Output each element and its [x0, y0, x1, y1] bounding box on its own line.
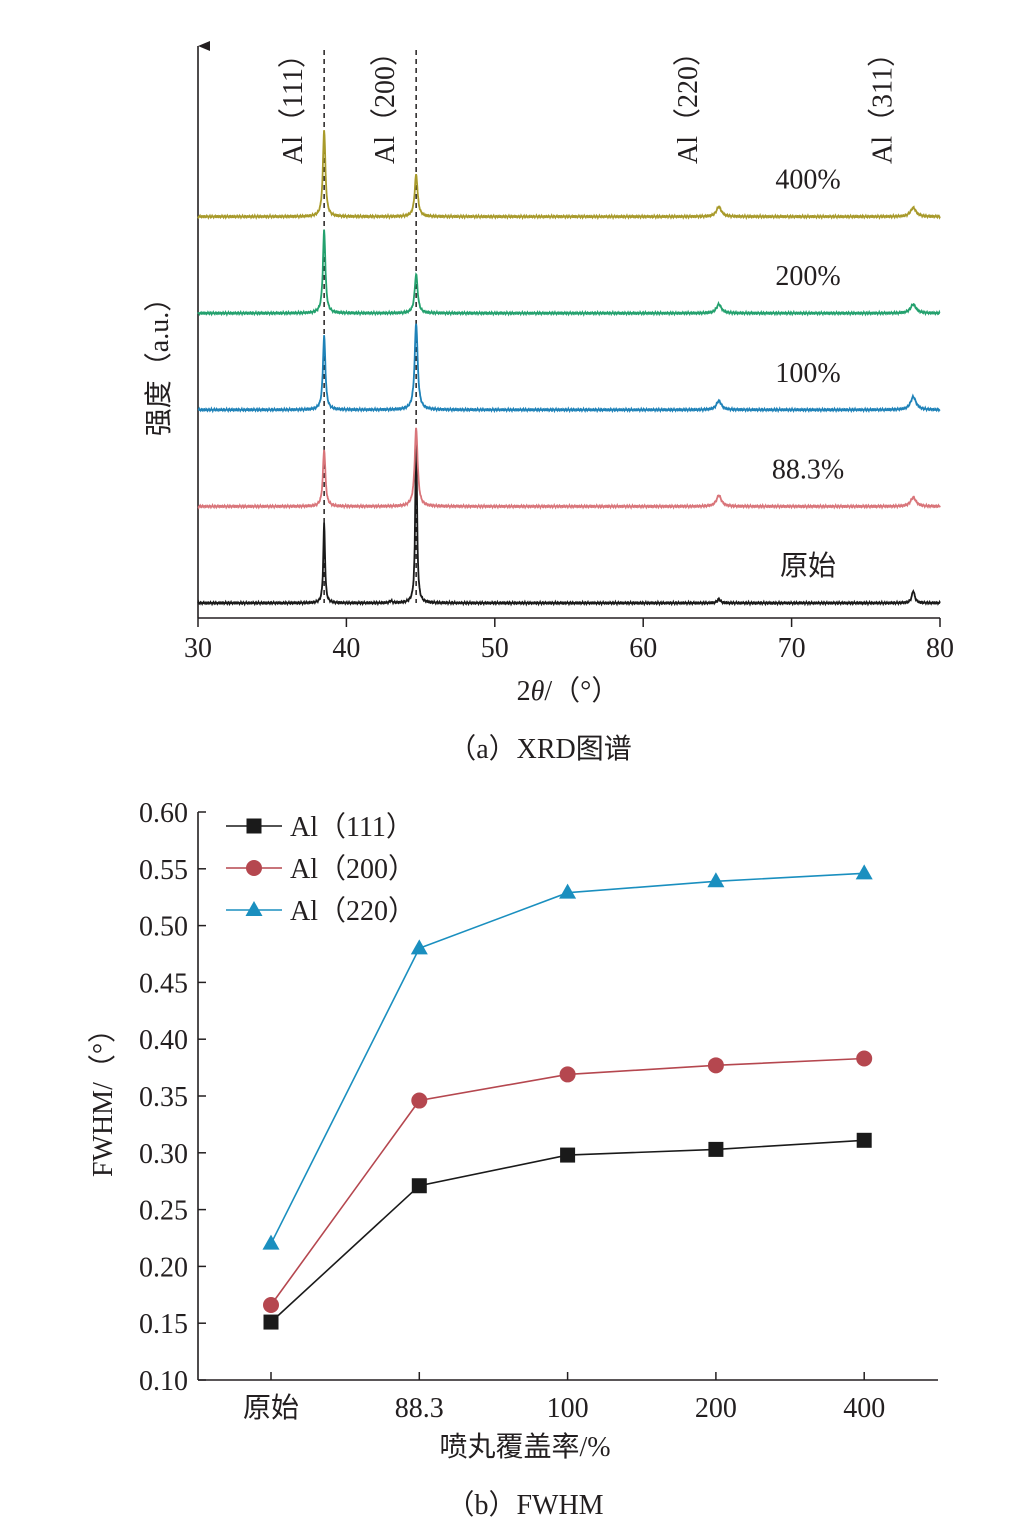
xrd-series-label: 原始	[780, 550, 836, 582]
fwhm-data-point	[560, 1147, 576, 1163]
fwhm-y-tick-label: 0.35	[139, 1082, 188, 1113]
fwhm-x-axis-label: 喷丸覆盖率/%	[439, 1431, 610, 1463]
xrd-x-tick-label: 40	[332, 633, 360, 664]
xrd-x-tick-label: 30	[184, 633, 212, 664]
fwhm-y-tick-label: 0.10	[139, 1366, 188, 1397]
fwhm-y-axis-label: FWHM/（°）	[87, 1015, 119, 1177]
fwhm-series-group	[262, 864, 873, 1330]
fwhm-x-tick-label: 原始	[243, 1392, 299, 1424]
xrd-x-tick-label: 60	[629, 633, 657, 664]
xrd-x-tick-label: 50	[481, 633, 509, 664]
fwhm-data-point	[411, 1092, 428, 1109]
fwhm-data-point	[559, 1066, 576, 1083]
legend-label: Al（220）	[290, 895, 416, 927]
xrd-series-line	[197, 427, 941, 511]
fwhm-data-point	[707, 872, 725, 888]
xrd-peak-label: Al（311）	[866, 39, 898, 164]
fwhm-data-point	[263, 1297, 279, 1314]
fwhm-y-tick-label: 0.40	[139, 1025, 188, 1056]
legend-label: Al（111）	[290, 811, 414, 843]
fwhm-data-point	[411, 1178, 427, 1194]
fwhm-y-tick-label: 0.60	[139, 798, 188, 829]
xrd-series-group: 原始 88.3% 100% 200% 400%	[197, 130, 941, 607]
fwhm-data-point	[855, 864, 873, 880]
fwhm-series-line	[270, 1057, 865, 1306]
fwhm-x-ticks: 原始 88.3 100 200 400	[243, 1372, 885, 1424]
fwhm-x-tick-label: 88.3	[395, 1393, 444, 1424]
xrd-x-ticks: 30 40 50 60 70 80	[184, 618, 954, 664]
fwhm-y-tick-label: 0.50	[139, 912, 188, 943]
xrd-caption: （a）XRD图谱	[448, 733, 632, 765]
xrd-x-axis-label: 2θ/（°）	[517, 675, 620, 707]
fwhm-x-tick-label: 400	[843, 1393, 885, 1424]
xrd-x-tick-label: 70	[778, 633, 806, 664]
legend-marker	[246, 818, 262, 834]
fwhm-series-line	[270, 1139, 865, 1323]
fwhm-y-tick-label: 0.55	[139, 855, 188, 886]
xrd-series-label: 88.3%	[772, 454, 844, 485]
xrd-series-label: 400%	[775, 165, 840, 196]
legend-marker	[245, 901, 263, 916]
fwhm-data-point	[410, 939, 428, 955]
fwhm-caption: （b）FWHM	[446, 1489, 603, 1521]
fwhm-data-point	[262, 1234, 280, 1250]
fwhm-data-point	[263, 1314, 279, 1330]
fwhm-x-tick-label: 200	[695, 1393, 737, 1424]
fwhm-chart: 0.10 0.15 0.20 0.25 0.30 0.35 0.40 0.45 0.50 0.55…	[87, 798, 938, 1521]
fwhm-y-tick-label: 0.45	[139, 968, 188, 999]
legend-marker	[246, 860, 262, 876]
fwhm-data-point	[707, 1057, 724, 1074]
fwhm-data-point	[856, 1132, 872, 1148]
xrd-series-line	[197, 430, 941, 607]
fwhm-y-tick-label: 0.25	[139, 1196, 188, 1227]
fwhm-data-point	[559, 883, 577, 899]
fwhm-y-ticks: 0.10 0.15 0.20 0.25 0.30 0.35 0.40 0.45 0.50 0.55…	[139, 798, 206, 1397]
xrd-series-line	[197, 229, 941, 317]
fwhm-y-tick-label: 0.15	[139, 1309, 188, 1340]
xrd-series-label: 100%	[775, 358, 840, 389]
fwhm-y-tick-label: 0.30	[139, 1139, 188, 1170]
fwhm-legend: Al（111） Al（200） Al（220）	[226, 811, 416, 927]
xrd-peak-label: Al（200）	[369, 38, 401, 164]
xrd-series-line	[197, 323, 941, 414]
legend-label: Al（200）	[290, 853, 416, 885]
xrd-x-tick-label: 80	[926, 633, 954, 664]
fwhm-y-tick-label: 0.20	[139, 1252, 188, 1283]
xrd-peak-label: Al（220）	[672, 38, 704, 164]
xrd-series-line	[197, 130, 941, 221]
xrd-y-axis-label: 强度（a.u.）	[143, 284, 175, 436]
fwhm-series-line	[270, 872, 865, 1245]
fwhm-data-point	[856, 1050, 873, 1067]
fwhm-x-tick-label: 100	[547, 1393, 589, 1424]
xrd-chart: 30 40 50 60 70 80 原始 88.3% 100% 200% 400% Al（111）…	[143, 38, 954, 765]
xrd-peak-labels: Al（111） Al（200） Al（220） Al（311）	[277, 38, 898, 164]
fwhm-data-point	[708, 1141, 724, 1157]
xrd-series-label: 200%	[775, 261, 840, 292]
xrd-peak-label: Al（111）	[277, 40, 309, 164]
